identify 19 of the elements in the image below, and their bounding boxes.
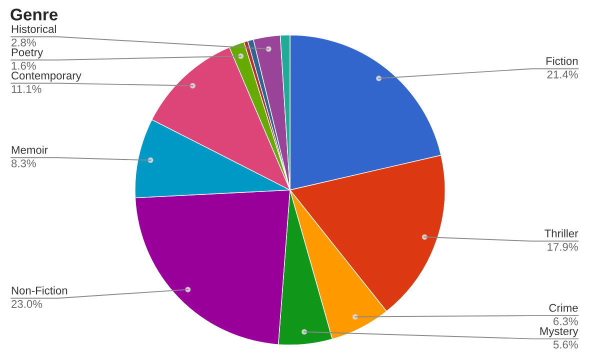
data-label: 5.6% — [553, 340, 578, 349]
data-label: 21.4% — [547, 70, 578, 78]
data-label: 2.8% — [12, 38, 36, 46]
data-label: 8.3% — [11, 159, 36, 168]
slice-label: Fiction — [546, 56, 578, 65]
data-label: 11.1% — [12, 85, 42, 93]
data-label: 17.9% — [548, 242, 578, 251]
data-label: 6.3% — [554, 317, 578, 326]
slice-label: Mystery — [540, 327, 578, 338]
slice-label: Crime — [549, 304, 578, 312]
slice-label: Thriller — [544, 229, 578, 238]
chart-title: Genre — [10, 8, 58, 20]
data-label: 23.0% — [12, 300, 42, 308]
slice-label: Memoir — [12, 146, 48, 154]
slice-label: Contemporary — [12, 72, 82, 82]
slice-label: Historical — [12, 24, 56, 34]
slice-label: Non-Fiction — [12, 286, 68, 294]
data-label: 1.6% — [12, 62, 36, 70]
slice-label: Poetry — [12, 48, 44, 58]
